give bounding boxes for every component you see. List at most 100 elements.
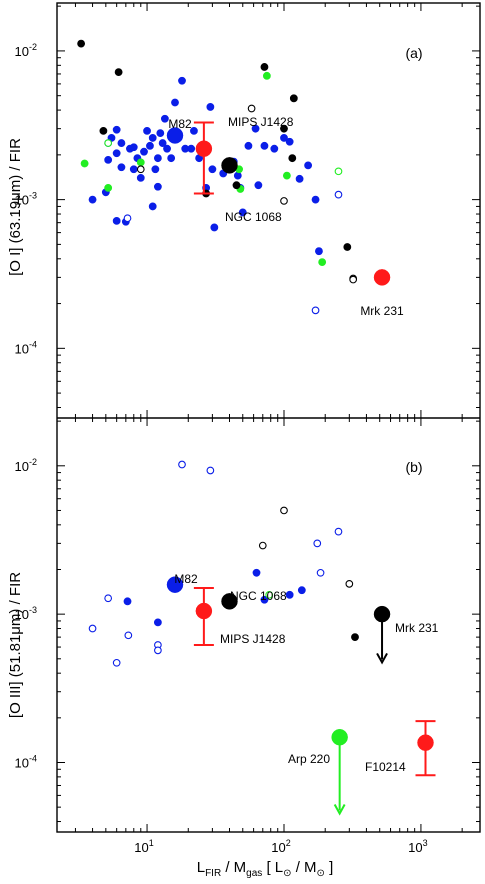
- data-point: [206, 466, 215, 475]
- panel-b: 10-4 10-3 10-2 101 102 103 M82 NGC 1068 MIPS J14…: [15, 418, 480, 855]
- data-point: [285, 137, 294, 146]
- data-point: [254, 181, 263, 190]
- data-point: [124, 631, 133, 640]
- label-mrk-231: Mrk 231: [360, 304, 404, 318]
- label-f10214: F10214: [365, 760, 406, 774]
- data-point: [153, 618, 162, 627]
- data-point: [297, 586, 306, 595]
- data-point: [136, 165, 145, 174]
- y-tick-label-a: 10-2: [15, 42, 37, 59]
- data-point: [140, 147, 148, 156]
- highlight-point-mrk-231: [373, 605, 391, 623]
- y-tick-label-a: 10-4: [15, 339, 37, 356]
- highlight-point-m82: [166, 127, 184, 144]
- data-point: [351, 633, 359, 642]
- data-point: [260, 595, 269, 604]
- data-point: [146, 141, 154, 150]
- data-point: [289, 94, 298, 103]
- data-point: [156, 129, 165, 138]
- data-point: [282, 171, 291, 180]
- x-axis-label: LFIR / Mgas [ L⊙ / M⊙ ]: [197, 859, 334, 879]
- data-point: [104, 155, 113, 164]
- data-point: [160, 114, 169, 123]
- data-point: [251, 124, 260, 133]
- highlight-point-ngc-1068: [221, 593, 238, 610]
- panel-a-ylabel: [O I] (63.19μm) / FIR: [7, 138, 24, 276]
- data-point: [136, 173, 145, 182]
- label-mips-j1428: MIPS J1428: [220, 632, 286, 646]
- data-point: [238, 208, 247, 217]
- data-point: [311, 195, 320, 204]
- x-tick-label: 103: [408, 838, 427, 855]
- data-point: [315, 247, 323, 256]
- data-point: [143, 126, 151, 135]
- data-point: [210, 223, 219, 232]
- y-tick-label-b: 10-3: [15, 605, 37, 622]
- data-point: [208, 165, 217, 174]
- data-point: [270, 144, 279, 153]
- highlight-point-m82: [166, 576, 184, 593]
- data-point: [304, 161, 313, 170]
- data-point: [260, 63, 269, 71]
- data-point: [247, 104, 256, 113]
- data-point: [153, 154, 162, 163]
- data-point: [88, 195, 97, 204]
- x-tick-label: 102: [271, 838, 290, 855]
- data-point: [117, 139, 126, 147]
- data-point: [129, 165, 138, 174]
- highlight-point-mips-j1428: [195, 602, 213, 620]
- data-point: [190, 126, 198, 135]
- data-point: [285, 590, 294, 599]
- data-point: [334, 190, 343, 199]
- data-point: [232, 181, 241, 190]
- data-point: [280, 134, 288, 142]
- data-point: [262, 71, 271, 80]
- data-point: [318, 258, 327, 267]
- data-point: [187, 144, 196, 153]
- upper-limit-arrow-arp-220: [333, 804, 346, 816]
- data-point: [258, 541, 267, 550]
- data-point: [104, 594, 113, 603]
- data-point: [280, 124, 288, 133]
- panel-a-tag: (a): [405, 45, 422, 61]
- y-tick-label-a: 10-3: [15, 191, 37, 208]
- data-point: [163, 144, 171, 153]
- data-point: [158, 139, 167, 147]
- data-point: [153, 182, 162, 191]
- highlight-point-mips-j1428: [195, 140, 213, 157]
- data-point: [349, 275, 358, 284]
- data-point: [123, 597, 132, 606]
- data-point: [206, 103, 215, 111]
- highlight-point-ngc-1068: [221, 157, 238, 174]
- data-point: [295, 174, 304, 183]
- data-point: [345, 580, 354, 588]
- data-point: [112, 658, 121, 667]
- data-point: [148, 134, 157, 142]
- label-ngc-1068: NGC 1068: [225, 210, 282, 224]
- data-point: [80, 159, 89, 168]
- data-point: [233, 171, 242, 180]
- data-point: [313, 539, 322, 548]
- label-mrk-231: Mrk 231: [395, 621, 439, 635]
- data-point: [260, 141, 269, 150]
- data-point: [311, 306, 320, 315]
- data-point: [178, 460, 186, 469]
- highlight-point-f10214: [417, 734, 434, 751]
- data-point: [104, 183, 113, 192]
- data-point: [151, 165, 160, 174]
- highlight-point-arp-220: [331, 728, 348, 746]
- label-m82: M82: [174, 572, 198, 586]
- data-point: [334, 167, 343, 176]
- data-point: [112, 149, 121, 158]
- data-point: [343, 243, 352, 251]
- data-point: [148, 202, 157, 211]
- data-point: [129, 143, 138, 152]
- data-point: [288, 154, 297, 163]
- data-point: [99, 126, 108, 135]
- data-point: [114, 68, 123, 77]
- data-point: [334, 527, 343, 536]
- data-point: [171, 98, 179, 107]
- panel-b-tag: (b): [405, 459, 422, 475]
- data-point: [316, 568, 325, 577]
